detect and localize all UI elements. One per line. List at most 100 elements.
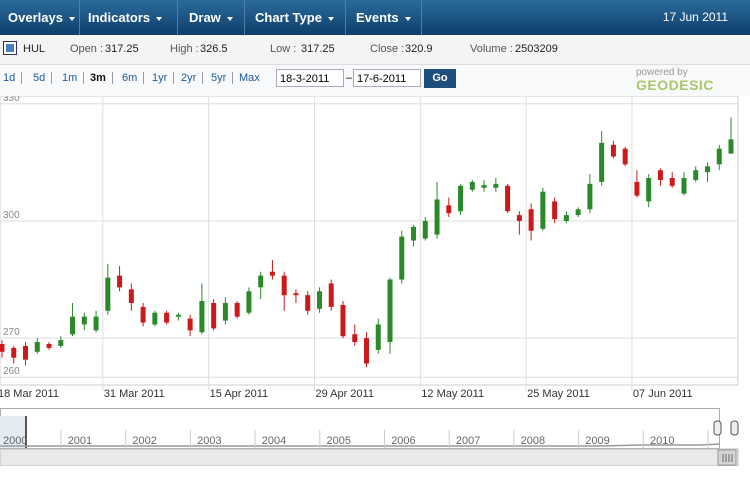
menu-indicators[interactable]: Indicators xyxy=(80,0,178,35)
x-tick-label: 18 Mar 2011 xyxy=(0,388,59,400)
candle-body xyxy=(234,302,240,317)
quote-value: 317.25 xyxy=(301,43,335,55)
candle-body xyxy=(187,318,193,331)
menu-label[interactable]: Overlays xyxy=(8,10,63,25)
range-button[interactable]: 5yr xyxy=(211,72,234,84)
quote-label: High : xyxy=(170,43,199,55)
menu-overlays[interactable]: Overlays xyxy=(0,0,80,35)
candle-body xyxy=(11,347,17,358)
candle-body xyxy=(70,316,76,335)
year-label: 2008 xyxy=(521,435,545,447)
range-button[interactable]: 3m xyxy=(90,72,113,84)
candle-body xyxy=(81,316,87,325)
quote-label: Open : xyxy=(70,43,104,55)
candle-body xyxy=(34,342,40,352)
menu-label[interactable]: Events xyxy=(356,10,399,25)
range-button[interactable]: 2yr xyxy=(181,72,204,84)
candle-body xyxy=(516,215,522,221)
menu-chart-type[interactable]: Chart Type xyxy=(245,0,346,35)
candle-body xyxy=(622,148,628,165)
quote-value: 317.25 xyxy=(105,43,139,55)
candle-body xyxy=(634,181,640,196)
candle-body xyxy=(364,338,369,364)
candle-body xyxy=(458,185,464,212)
toolbar-date: 17 Jun 2011 xyxy=(662,10,728,24)
year-label: 2000 xyxy=(3,435,27,447)
x-tick-label: 29 Apr 2011 xyxy=(315,388,374,400)
go-button[interactable]: Go xyxy=(424,69,456,88)
to-date[interactable]: 17-6-2011 xyxy=(353,69,421,87)
year-label: 2003 xyxy=(197,435,221,447)
menu-label[interactable]: Indicators xyxy=(88,10,151,25)
x-tick-label: 25 May 2011 xyxy=(527,388,590,400)
menu-label[interactable]: Chart Type xyxy=(255,10,322,25)
year-label: 2007 xyxy=(456,435,480,447)
navigator-handle[interactable] xyxy=(713,420,722,436)
candle-body xyxy=(399,236,405,280)
candle-body xyxy=(246,291,252,313)
scrollbar[interactable] xyxy=(0,448,739,466)
menu-draw[interactable]: Draw xyxy=(178,0,245,35)
candle-body xyxy=(175,314,181,317)
candle-body xyxy=(528,209,534,231)
candle-body xyxy=(716,148,722,165)
range-button[interactable]: 1yr xyxy=(152,72,175,84)
range-button[interactable]: 1m xyxy=(62,72,85,84)
quote-label: Low : xyxy=(270,43,297,55)
candle-body xyxy=(258,275,264,288)
range-button[interactable]: 6m xyxy=(122,72,145,84)
menu-events[interactable]: Events xyxy=(346,0,422,35)
range-bar: 18-3-2011 – 17-6-2011 Go powered by GEOD… xyxy=(0,65,750,96)
checkbox[interactable] xyxy=(3,41,17,55)
candle-body xyxy=(481,185,487,188)
x-tick-label: 15 Apr 2011 xyxy=(210,388,269,400)
candle-body xyxy=(93,316,99,331)
year-label: 2010 xyxy=(650,435,674,447)
from-date[interactable]: 18-3-2011 xyxy=(276,69,344,87)
candle-body xyxy=(46,343,52,348)
quote-value: 320.9 xyxy=(405,43,433,55)
candle-body xyxy=(646,178,652,202)
candle-body xyxy=(469,181,475,190)
candle-body xyxy=(269,271,275,276)
x-tick-label: 12 May 2011 xyxy=(421,388,484,400)
candle-body xyxy=(446,205,452,214)
candle-body xyxy=(587,183,593,210)
candle-body xyxy=(540,191,546,229)
quote-bar: HUL Open :317.25 High :326.5 Low :317.25 Cl… xyxy=(0,35,750,65)
range-button[interactable]: Max xyxy=(239,72,260,84)
candle-body xyxy=(164,312,170,323)
y-tick-label: 270 xyxy=(3,327,20,338)
chart: 260 270 300 330 18 Mar 2011 31 Mar 2011 15 Apr… xyxy=(0,96,739,400)
range-button[interactable]: 5d xyxy=(33,72,53,84)
candle-body xyxy=(305,295,311,311)
candle-body xyxy=(23,345,29,360)
candle-body xyxy=(575,209,581,216)
symbol: HUL xyxy=(23,43,46,55)
quote-label: Volume : xyxy=(470,43,513,55)
scrollbar-grip[interactable] xyxy=(717,449,737,466)
candle-body xyxy=(328,283,334,307)
x-tick-label: 31 Mar 2011 xyxy=(104,388,165,400)
toolbar: Overlays Indicators Draw Chart Type Even… xyxy=(0,0,750,35)
year-label: 2002 xyxy=(132,435,156,447)
candle-body xyxy=(352,334,358,343)
candle-body xyxy=(152,312,158,325)
powered-by: powered by xyxy=(636,67,688,78)
candle-body xyxy=(704,166,710,173)
navigator-line xyxy=(0,443,721,447)
candle-body xyxy=(0,343,5,352)
year-label: 2006 xyxy=(391,435,415,447)
navigator-handle[interactable] xyxy=(730,420,739,436)
candle-body xyxy=(610,144,616,157)
menu-label[interactable]: Draw xyxy=(189,10,221,25)
candle-body xyxy=(222,302,228,321)
date-separator: – xyxy=(346,72,353,84)
candle-body xyxy=(422,220,428,239)
candle-body xyxy=(681,178,687,194)
range-button[interactable]: 1d xyxy=(3,72,23,84)
plot-area xyxy=(0,96,739,386)
year-label: 2009 xyxy=(585,435,609,447)
candle-body xyxy=(669,178,675,186)
candle-body xyxy=(493,183,499,188)
